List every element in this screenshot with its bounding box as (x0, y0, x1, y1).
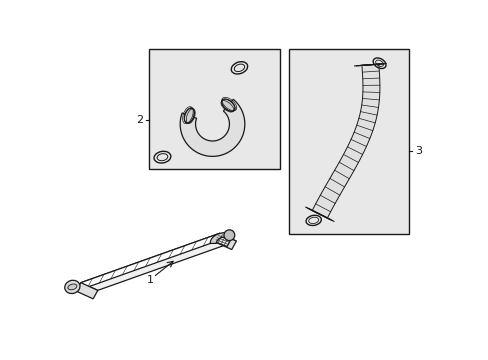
Bar (149, 49, 280, 169)
Polygon shape (180, 99, 244, 156)
Ellipse shape (184, 108, 194, 123)
Ellipse shape (64, 280, 80, 293)
Circle shape (224, 230, 234, 240)
Ellipse shape (221, 99, 234, 111)
Text: 2: 2 (136, 115, 143, 125)
Ellipse shape (68, 284, 77, 290)
Polygon shape (76, 233, 219, 291)
Text: 3: 3 (414, 146, 421, 156)
Polygon shape (312, 64, 379, 218)
Polygon shape (214, 233, 231, 247)
Polygon shape (81, 233, 236, 291)
Bar (289, 49, 408, 234)
Polygon shape (210, 233, 230, 243)
Polygon shape (76, 283, 98, 299)
Text: 1: 1 (146, 275, 153, 285)
Polygon shape (214, 233, 236, 249)
